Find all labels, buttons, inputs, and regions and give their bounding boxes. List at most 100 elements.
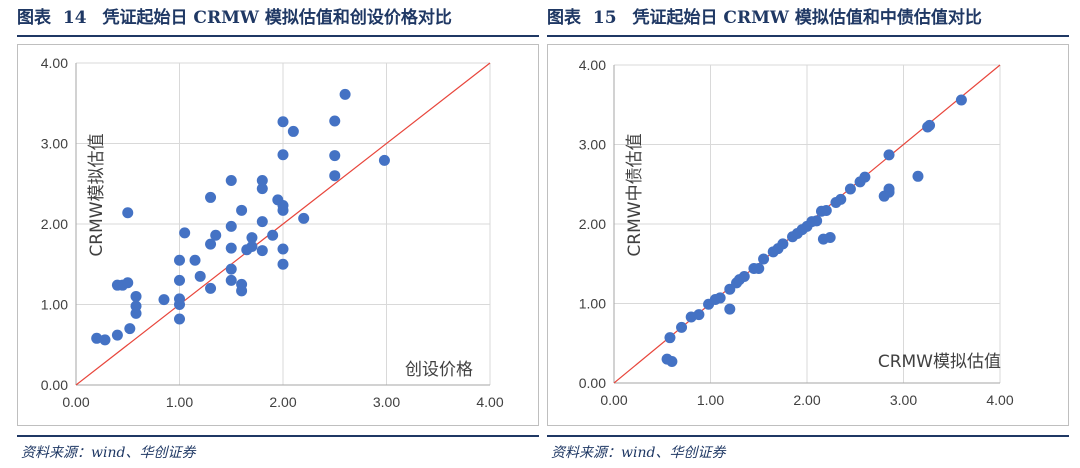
- data-point: [955, 94, 967, 106]
- y-tick-label: 1.00: [41, 297, 68, 313]
- data-point: [724, 303, 736, 315]
- data-point: [287, 125, 299, 137]
- figure-number: 14: [62, 8, 87, 28]
- data-point: [298, 212, 310, 224]
- y-tick-label: 0.00: [41, 377, 68, 393]
- data-point: [256, 216, 268, 228]
- data-point: [158, 294, 170, 306]
- data-point: [236, 285, 248, 297]
- source-rule: [547, 435, 1069, 437]
- data-points: [91, 88, 390, 346]
- data-point: [676, 321, 688, 333]
- title-rule: [547, 35, 1069, 37]
- data-point: [666, 356, 678, 368]
- data-point: [277, 243, 289, 255]
- y-tick-label: 4.00: [579, 57, 606, 73]
- data-point: [329, 170, 341, 182]
- figure-caption: 凭证起始日 CRMW 模拟估值和中债估值对比: [632, 8, 982, 28]
- data-point: [844, 183, 856, 195]
- data-point: [256, 245, 268, 257]
- data-point: [194, 270, 206, 282]
- data-point: [246, 241, 258, 253]
- data-point: [174, 274, 185, 286]
- data-point: [329, 150, 341, 162]
- data-point: [758, 253, 770, 265]
- data-point: [99, 334, 111, 346]
- data-point: [664, 332, 676, 344]
- data-point: [174, 313, 185, 325]
- data-point: [883, 149, 895, 161]
- data-point: [820, 204, 832, 216]
- data-point: [777, 238, 789, 250]
- data-point: [246, 232, 258, 244]
- data-point: [267, 229, 279, 241]
- figure-caption: 凭证起始日 CRMW 模拟估值和创设价格对比: [102, 8, 452, 28]
- figure-15: 图表 15 凭证起始日 CRMW 模拟估值和中债估值对比 0.00 1.00 2.0…: [547, 0, 1069, 468]
- data-point: [225, 263, 237, 275]
- data-point: [714, 292, 726, 304]
- data-point: [205, 191, 217, 203]
- data-point: [179, 227, 191, 239]
- x-tick-label: 4.00: [986, 392, 1013, 408]
- data-point: [859, 171, 871, 183]
- data-point: [256, 175, 268, 187]
- data-point: [811, 215, 823, 227]
- x-axis-title: CRMW模拟估值: [878, 352, 1001, 372]
- data-point: [329, 115, 341, 127]
- y-tick-label: 1.00: [579, 296, 606, 312]
- x-tick-label: 0.00: [600, 392, 627, 408]
- source-note: 资料来源：wind、华创证券: [551, 445, 726, 461]
- data-point: [277, 199, 289, 211]
- data-point: [693, 309, 705, 321]
- data-point: [753, 263, 765, 275]
- data-point: [924, 119, 936, 131]
- source-rule: [17, 435, 539, 437]
- data-point: [174, 293, 185, 305]
- data-point: [174, 254, 185, 266]
- x-tick-label: 3.00: [373, 394, 400, 410]
- y-tick-label: 3.00: [41, 136, 68, 152]
- data-point: [225, 242, 237, 254]
- data-point: [205, 282, 217, 294]
- y-tick-label: 2.00: [41, 216, 68, 232]
- y-tick-label: 4.00: [41, 55, 68, 71]
- scatter-chart: 0.00 1.00 2.00 3.00 4.00 0.00 1.00 2.00 3.00 4.00…: [41, 55, 504, 410]
- data-point: [189, 254, 201, 266]
- x-axis-title: 创设价格: [405, 360, 473, 380]
- data-point: [124, 323, 136, 335]
- figure-label: 图表: [17, 8, 51, 28]
- y-tick-label: 0.00: [579, 375, 606, 391]
- data-point: [210, 229, 222, 241]
- data-point: [130, 290, 142, 302]
- x-tick-label: 1.00: [697, 392, 724, 408]
- data-point: [256, 183, 268, 195]
- data-point: [225, 274, 237, 286]
- scatter-chart: 0.00 1.00 2.00 3.00 4.00 0.00 1.00 2.00 3.00 4.00…: [579, 57, 1014, 408]
- data-point: [835, 193, 847, 205]
- data-point: [236, 204, 248, 216]
- data-point: [122, 207, 134, 219]
- data-points: [661, 94, 967, 368]
- figure-label: 图表: [547, 8, 581, 28]
- data-point: [225, 220, 237, 232]
- data-point: [122, 277, 134, 289]
- data-point: [111, 329, 123, 341]
- data-point: [824, 232, 836, 244]
- y-axis-title: CRMW中债估值: [625, 133, 645, 256]
- figure-title: 图表 15 凭证起始日 CRMW 模拟估值和中债估值对比: [547, 4, 1069, 32]
- figure-number: 15: [592, 8, 617, 28]
- data-point: [225, 175, 237, 187]
- y-tick-label: 2.00: [579, 216, 606, 232]
- data-point: [883, 183, 895, 195]
- x-tick-label: 2.00: [269, 394, 296, 410]
- data-point: [130, 307, 142, 319]
- x-tick-label: 4.00: [476, 394, 503, 410]
- data-point: [738, 270, 750, 282]
- data-point: [277, 116, 289, 128]
- data-point: [205, 238, 217, 250]
- figure-title: 图表 14 凭证起始日 CRMW 模拟估值和创设价格对比: [17, 4, 539, 32]
- data-point: [912, 170, 924, 182]
- data-point: [378, 154, 390, 166]
- data-point: [277, 258, 289, 270]
- y-tick-label: 3.00: [579, 137, 606, 153]
